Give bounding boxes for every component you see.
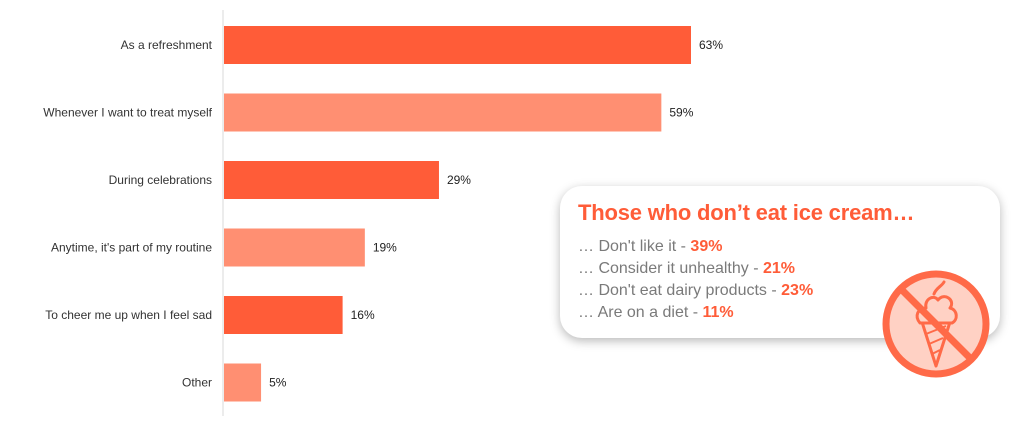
- value-label: 63%: [699, 38, 723, 52]
- bar: [224, 161, 439, 199]
- reason-text: … Consider it unhealthy -: [578, 260, 763, 277]
- reason-percent: 11%: [702, 304, 734, 321]
- reason-no-dairy: … Don't eat dairy products - 23%: [578, 280, 1000, 302]
- reason-diet: … Are on a diet - 11%: [578, 302, 1000, 324]
- value-label: 19%: [373, 241, 397, 255]
- category-label: Whenever I want to treat myself: [43, 106, 212, 120]
- bar: [224, 296, 343, 334]
- reason-text: … Don't like it -: [578, 238, 691, 255]
- category-label: As a refreshment: [121, 38, 213, 52]
- bar: [224, 26, 691, 64]
- category-label: Anytime, it's part of my routine: [51, 241, 212, 255]
- value-label: 5%: [269, 376, 287, 390]
- no-ice-cream-icon: [882, 270, 990, 378]
- reason-unhealthy: … Consider it unhealthy - 21%: [578, 258, 1000, 280]
- reason-text: … Don't eat dairy products -: [578, 282, 782, 299]
- reason-dont-like: … Don't like it - 39%: [578, 236, 1000, 258]
- reason-percent: 23%: [781, 282, 814, 299]
- category-label: To cheer me up when I feel sad: [45, 308, 212, 322]
- reason-percent: 39%: [690, 238, 723, 255]
- bar: [224, 228, 365, 267]
- callout-title: Those who don’t eat ice cream…: [578, 200, 915, 225]
- reason-percent: 21%: [762, 260, 796, 277]
- value-label: 16%: [351, 308, 375, 322]
- value-label: 29%: [447, 173, 471, 187]
- bar: [224, 93, 662, 132]
- reason-text: … Are on a diet -: [578, 304, 703, 321]
- value-label: 59%: [669, 106, 693, 120]
- category-label: During celebrations: [109, 173, 212, 187]
- bar-group: As a refreshment 63% Whenever I want to tr…: [43, 26, 723, 402]
- bar: [224, 363, 262, 402]
- category-label: Other: [182, 376, 212, 390]
